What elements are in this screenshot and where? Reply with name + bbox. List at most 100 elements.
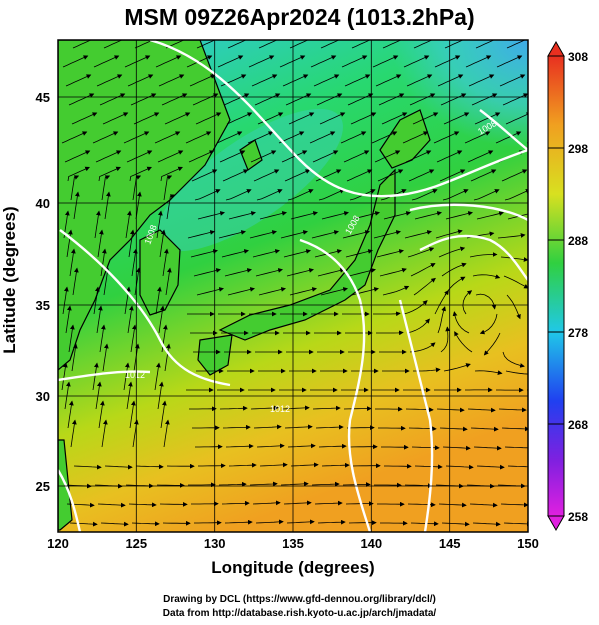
streamline bbox=[71, 112, 98, 125]
streamline bbox=[409, 93, 436, 106]
streamline bbox=[62, 286, 69, 315]
streamline bbox=[133, 112, 160, 125]
streamline bbox=[343, 150, 370, 163]
streamline bbox=[469, 252, 498, 258]
streamline bbox=[62, 55, 89, 68]
streamline bbox=[342, 230, 370, 239]
streamline bbox=[476, 211, 504, 220]
streamline bbox=[280, 230, 308, 239]
streamline bbox=[352, 211, 380, 220]
streamline bbox=[341, 55, 368, 68]
streamline bbox=[185, 131, 212, 144]
streamline bbox=[135, 464, 164, 470]
streamline bbox=[96, 305, 103, 334]
streamline bbox=[252, 249, 280, 258]
streamline bbox=[189, 74, 216, 87]
streamline bbox=[378, 93, 405, 106]
streamline bbox=[434, 289, 449, 315]
streamline bbox=[227, 40, 254, 49]
streamline bbox=[442, 445, 471, 451]
streamline bbox=[99, 93, 126, 106]
streamline bbox=[166, 194, 176, 220]
streamline bbox=[379, 267, 407, 277]
streamline bbox=[250, 150, 277, 163]
contour-label: 1012 bbox=[270, 404, 290, 414]
streamline bbox=[161, 93, 188, 106]
streamline bbox=[69, 248, 76, 277]
streamline bbox=[130, 93, 157, 106]
streamline bbox=[259, 211, 287, 220]
streamline bbox=[474, 112, 501, 125]
streamline bbox=[96, 74, 123, 87]
streamline bbox=[286, 519, 315, 525]
streamline bbox=[382, 40, 409, 49]
streamline bbox=[258, 287, 286, 296]
x-tick-label: 135 bbox=[282, 536, 304, 551]
streamline bbox=[467, 150, 494, 163]
streamline bbox=[315, 424, 344, 430]
streamline bbox=[439, 169, 466, 182]
y-axis-label: Latitude (degrees) bbox=[0, 206, 19, 354]
streamline bbox=[411, 189, 438, 201]
streamline bbox=[259, 462, 288, 468]
streamline bbox=[479, 313, 498, 335]
streamline bbox=[217, 55, 244, 68]
streamline bbox=[224, 519, 253, 525]
colorbar-tick-label: 288 bbox=[568, 234, 588, 248]
streamline bbox=[445, 211, 473, 220]
streamline bbox=[92, 131, 119, 144]
streamline bbox=[454, 331, 473, 353]
streamline bbox=[281, 150, 308, 163]
streamline bbox=[470, 426, 499, 432]
streamline bbox=[98, 166, 121, 182]
streamline bbox=[101, 419, 108, 448]
y-tick-label: 25 bbox=[36, 479, 50, 494]
streamline bbox=[73, 191, 80, 220]
streamline bbox=[252, 500, 281, 506]
streamline bbox=[467, 407, 496, 413]
x-tick-label: 150 bbox=[517, 536, 539, 551]
streamline bbox=[67, 400, 74, 429]
streamline bbox=[223, 93, 250, 106]
streamline bbox=[414, 211, 442, 220]
streamline bbox=[406, 318, 430, 334]
streamline bbox=[411, 445, 440, 451]
streamline bbox=[70, 175, 80, 201]
streamline bbox=[433, 131, 460, 144]
streamline bbox=[471, 93, 498, 106]
streamline bbox=[100, 248, 107, 277]
streamline bbox=[318, 189, 345, 201]
streamline bbox=[282, 74, 309, 87]
streamline bbox=[452, 311, 470, 334]
streamline bbox=[94, 210, 101, 239]
streamline bbox=[495, 131, 522, 144]
streamline bbox=[527, 314, 528, 315]
streamline bbox=[158, 74, 185, 87]
streamline bbox=[154, 362, 161, 391]
streamline bbox=[131, 248, 138, 277]
streamline bbox=[464, 131, 491, 144]
streamline bbox=[97, 229, 104, 258]
streamline bbox=[503, 275, 528, 289]
streamline bbox=[127, 74, 154, 87]
streamline bbox=[465, 55, 492, 68]
streamline bbox=[128, 502, 157, 508]
streamline bbox=[256, 443, 285, 449]
streamline bbox=[347, 93, 374, 106]
streamline bbox=[188, 150, 215, 163]
streamline bbox=[155, 55, 182, 68]
streamline bbox=[434, 55, 461, 68]
streamline bbox=[440, 93, 467, 106]
streamline bbox=[438, 502, 467, 508]
streamline bbox=[157, 150, 184, 163]
isobars bbox=[58, 40, 528, 532]
streamline bbox=[507, 465, 528, 468]
streamline bbox=[98, 400, 105, 429]
streamline bbox=[216, 131, 243, 144]
streamline bbox=[402, 131, 429, 144]
streamline bbox=[155, 286, 162, 315]
streamline bbox=[134, 40, 161, 49]
streamlines bbox=[61, 40, 528, 527]
streamline bbox=[439, 426, 468, 432]
